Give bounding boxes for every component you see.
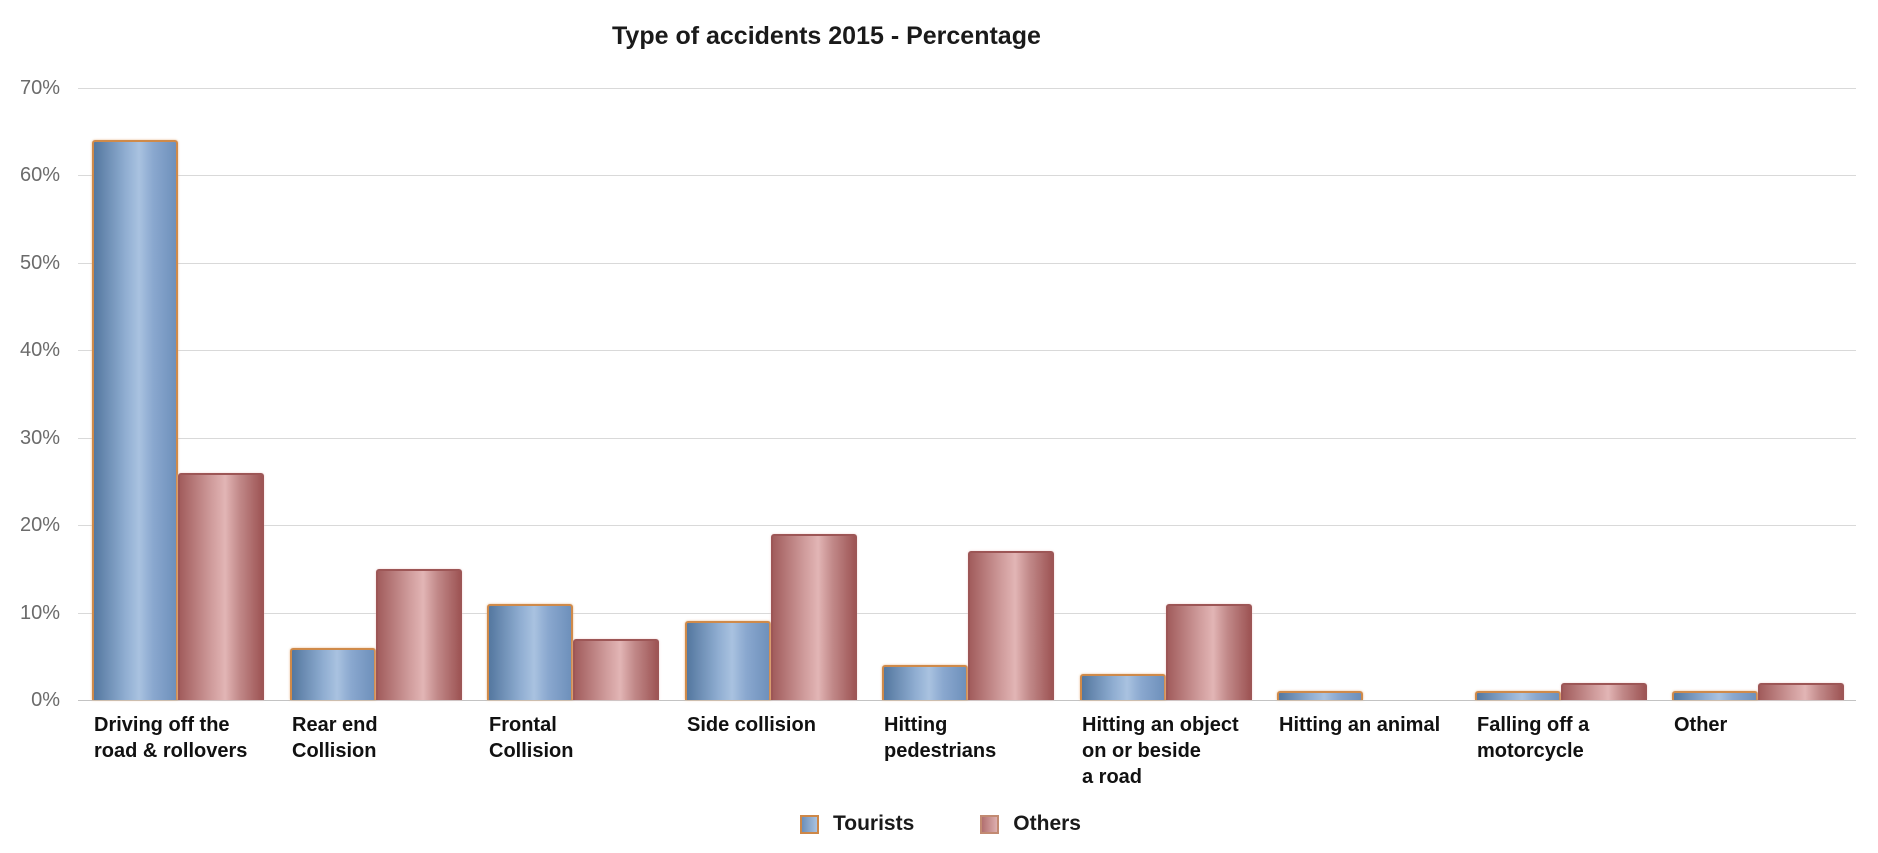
bar-others-category-6 <box>1166 604 1252 700</box>
bar-others-category-2 <box>376 569 462 700</box>
bar-tourists-category-2 <box>290 648 376 700</box>
bar-others-category-4 <box>771 534 857 700</box>
category-label-9: Other <box>1674 714 1728 736</box>
legend: Tourists Others <box>800 812 1081 836</box>
category-label-6: Hitting an object on or beside a road <box>1082 714 1239 788</box>
category-label-4: Side collision <box>687 714 816 736</box>
category-label-3: Frontal Collision <box>489 714 574 762</box>
legend-label-others: Others <box>1013 812 1081 835</box>
bar-tourists-category-4 <box>685 621 771 700</box>
y-tick-label-0: 0% <box>31 689 60 711</box>
chart-title: Type of accidents 2015 - Percentage <box>612 22 1041 50</box>
bar-tourists-category-3 <box>487 604 573 700</box>
y-tick-label-50: 50% <box>19 251 60 274</box>
bar-others-category-8 <box>1561 683 1647 700</box>
bar-tourists-category-5 <box>882 665 968 700</box>
category-label-1: Driving off the road & rollovers <box>94 714 248 762</box>
category-label-7: Hitting an animal <box>1279 714 1441 736</box>
gridline-60 <box>78 175 1856 177</box>
y-tick-label-60: 60% <box>19 164 60 187</box>
tourists-swatch-icon <box>800 814 819 834</box>
y-tick-label-10: 10% <box>19 601 60 624</box>
category-label-8: Falling off a motorcycle <box>1477 714 1590 762</box>
bar-others-category-5 <box>968 551 1054 700</box>
gridline-20 <box>78 525 1856 527</box>
gridline-70 <box>78 88 1856 89</box>
bar-tourists-category-8 <box>1475 691 1561 700</box>
y-tick-label-20: 20% <box>19 514 60 537</box>
legend-label-tourists: Tourists <box>833 812 915 835</box>
others-swatch-icon <box>980 814 1000 834</box>
bar-tourists-category-6 <box>1080 674 1166 700</box>
legend-item-others: Others <box>980 812 1081 836</box>
gridline-10 <box>78 612 1856 614</box>
bar-others-category-1 <box>178 473 264 700</box>
y-tick-label-30: 30% <box>19 426 60 449</box>
bar-tourists-category-1 <box>92 140 178 700</box>
legend-item-tourists: Tourists <box>800 812 914 836</box>
bar-others-category-3 <box>573 639 659 700</box>
x-axis-baseline <box>78 700 1856 701</box>
bar-tourists-category-9 <box>1672 691 1758 700</box>
y-tick-label-70: 70% <box>19 77 60 99</box>
bar-tourists-category-7 <box>1277 691 1363 700</box>
bar-others-category-9 <box>1758 683 1844 700</box>
gridline-40 <box>78 350 1856 352</box>
plot-area <box>78 88 1856 701</box>
category-label-2: Rear end Collision <box>292 714 378 762</box>
y-tick-label-40: 40% <box>19 339 60 362</box>
gridline-30 <box>78 437 1856 439</box>
gridline-50 <box>78 262 1856 264</box>
category-label-5: Hitting pedestrians <box>884 714 997 762</box>
